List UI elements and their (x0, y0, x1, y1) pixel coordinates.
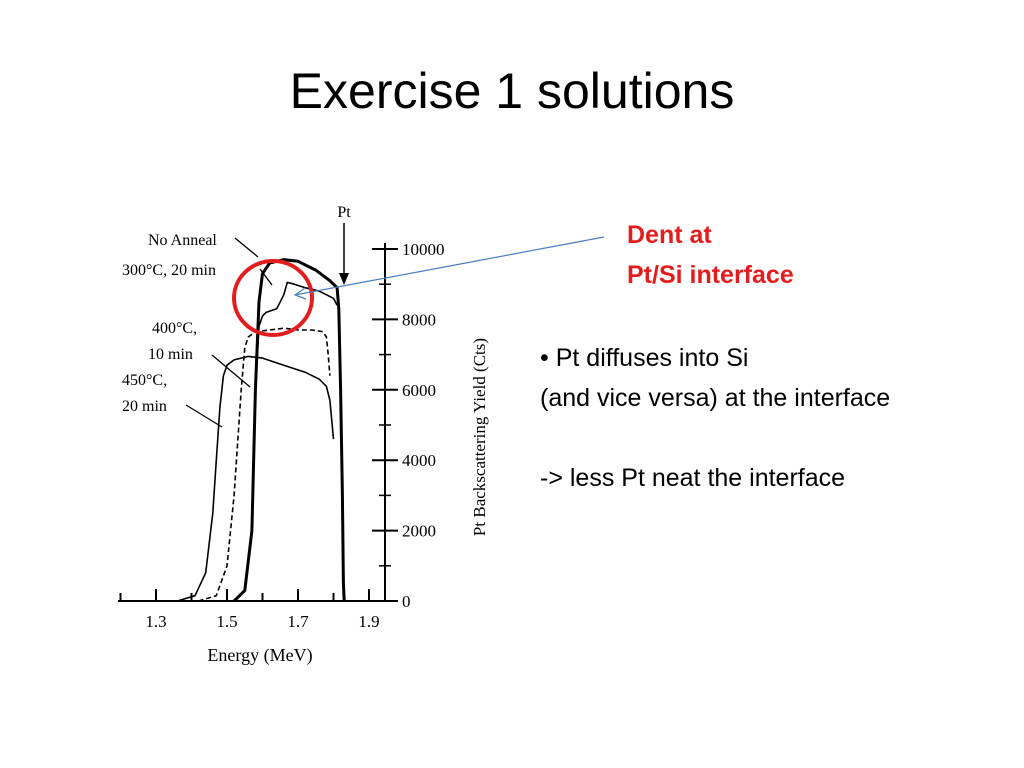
note-line-2: (and vice versa) at the interface (540, 384, 891, 412)
label-400c: 400°C, (152, 320, 197, 337)
x-axis-title: Energy (MeV) (207, 645, 312, 666)
label-400c-time: 10 min (148, 346, 193, 363)
pt-marker-arrowhead (339, 273, 349, 285)
backscattering-chart: 1.3 1.5 1.7 1.9 0 2000 4000 6000 8000 10000 Energ… (100, 195, 605, 675)
note-spacer (540, 418, 890, 458)
leader-400c (211, 354, 251, 388)
note-line-3: -> less Pt neat the interface (540, 464, 846, 492)
callout-arrowhead (293, 287, 307, 300)
pt-marker-label: Pt (337, 204, 351, 221)
x-tick-label-3: 1.9 (358, 612, 379, 631)
label-no-anneal: No Anneal (148, 232, 217, 249)
tick-layer: 1.3 1.5 1.7 1.9 0 2000 4000 6000 8000 10000 (119, 240, 445, 631)
dent-highlight-circle (232, 259, 314, 337)
x-tick-label-1: 1.5 (216, 612, 237, 631)
notes-text: • Pt diffuses into Si (and vice versa) a… (540, 338, 890, 498)
label-450c-time: 20 min (122, 398, 167, 415)
series-line-3 (177, 355, 335, 602)
callout-line-1: Dent at (627, 221, 712, 249)
series-line-2 (198, 327, 331, 602)
axis-layer (118, 243, 390, 602)
chart-svg: 1.3 1.5 1.7 1.9 0 2000 4000 6000 8000 10000 Energ… (118, 204, 605, 666)
note-bullet-text: Pt diffuses into Si (555, 344, 749, 372)
series-layer (177, 258, 346, 603)
callout-line-2: Pt/Si interface (627, 261, 794, 289)
callout-arrow-line (294, 236, 605, 296)
label-layer: Energy (MeV) Pt Backscattering Yield (Ct… (122, 204, 605, 666)
label-450c: 450°C, (122, 372, 167, 389)
y-axis-title: Pt Backscattering Yield (Cts) (470, 338, 489, 536)
y-tick-label-0: 0 (402, 592, 411, 611)
y-tick-label-4: 8000 (402, 310, 436, 329)
leader-450c (185, 404, 223, 428)
leader-no-anneal (234, 237, 259, 258)
label-300c: 300°C, 20 min (122, 262, 216, 279)
y-tick-label-2: 4000 (402, 451, 436, 470)
note-line-1: • Pt diffuses into Si (540, 338, 890, 378)
series-line-0 (233, 258, 346, 603)
bullet-glyph: • (540, 344, 549, 372)
x-tick-label-0: 1.3 (145, 612, 166, 631)
slide-title: Exercise 1 solutions (289, 63, 735, 119)
y-tick-label-1: 2000 (402, 522, 436, 541)
x-tick-label-2: 1.7 (287, 612, 309, 631)
y-tick-label-3: 6000 (402, 381, 436, 400)
series-line-1 (233, 281, 338, 602)
leader-300c (259, 268, 273, 286)
dent-callout: Dent at Pt/Si interface (627, 215, 794, 295)
y-tick-label-5: 10000 (402, 240, 445, 259)
